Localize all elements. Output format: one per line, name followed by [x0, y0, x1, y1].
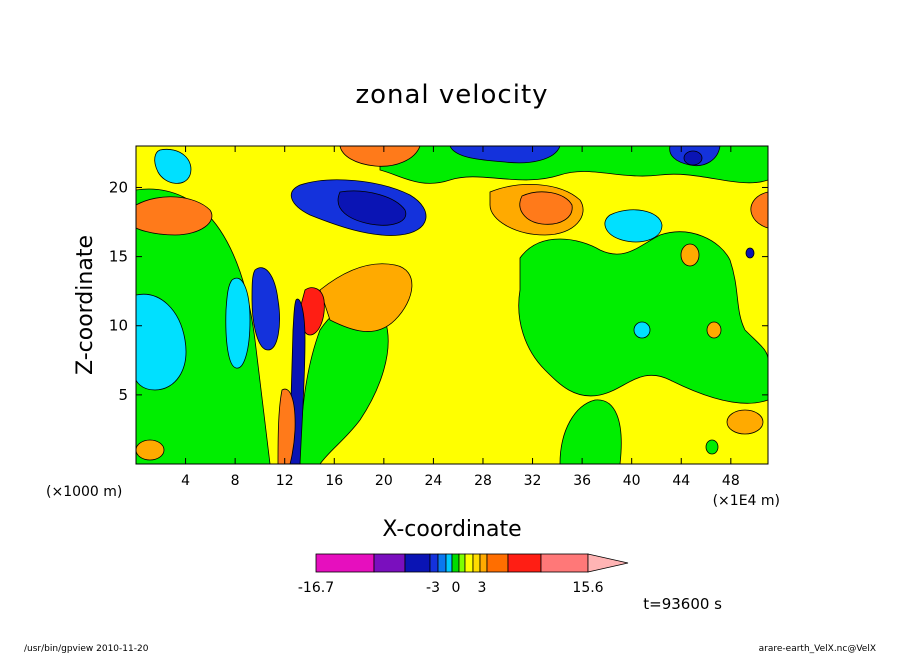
contour-region [225, 277, 251, 369]
contour-region [339, 146, 421, 167]
colorbar-segment [315, 553, 375, 573]
colorbar-label: -16.7 [298, 580, 334, 596]
contour-region [745, 247, 755, 259]
contour-region [277, 388, 296, 464]
contour-region [604, 209, 663, 243]
colorbar-segment [458, 553, 466, 573]
contour-region [680, 243, 700, 267]
contour-region [319, 263, 413, 332]
colorbar-label: 0 [452, 580, 461, 596]
x-tick-label: 16 [325, 473, 343, 489]
colorbar-segment [445, 553, 453, 573]
time-label: t=93600 s [643, 595, 722, 613]
x-tick-label: 28 [474, 473, 492, 489]
colorbar-segment [479, 553, 488, 573]
x-tick-label: 12 [276, 473, 294, 489]
y-tick-label: 15 [109, 248, 128, 266]
x-unit-left: (×1000 m) [46, 484, 122, 500]
colorbar-segment [437, 553, 447, 573]
contour-region [705, 439, 719, 455]
colorbar-segment [540, 553, 589, 573]
colorbar-segment [507, 553, 542, 573]
colorbar-segment [486, 553, 509, 573]
colorbar-extension [587, 553, 629, 573]
x-tick-label: 24 [424, 473, 442, 489]
x-tick-label: 4 [181, 473, 190, 489]
x-axis-ticks: 4 8 12 16 20 24 28 32 36 40 44 48 [181, 146, 740, 489]
colorbar-segment [429, 553, 439, 573]
colorbar-segment [464, 553, 474, 573]
x-tick-label: 32 [524, 473, 542, 489]
y-tick-label: 10 [109, 317, 128, 335]
x-tick-label: 8 [231, 473, 240, 489]
y-tick-label: 20 [109, 178, 128, 196]
colorbar-segment [404, 553, 431, 573]
plot-frame [135, 145, 769, 465]
x-tick-label: 40 [623, 473, 641, 489]
footer-right: arare-earth_VelX.nc@VelX [759, 644, 876, 654]
y-tick-label: 5 [118, 386, 128, 404]
contour-region [559, 399, 622, 464]
x-tick-label: 44 [672, 473, 690, 489]
contour-plot [136, 146, 768, 464]
footer-left: /usr/bin/gpview 2010-11-20 [24, 644, 149, 654]
contour-region [337, 190, 407, 226]
x-axis-label: X-coordinate [382, 517, 521, 542]
chart-title: zonal velocity [355, 80, 548, 110]
contour-region [519, 191, 573, 225]
contour-region [136, 293, 187, 391]
colorbar-labels: -16.7 -3 0 3 15.6 [298, 580, 604, 596]
contour-region [136, 439, 165, 461]
x-unit-right: (×1E4 m) [713, 493, 780, 509]
contour-region [518, 231, 768, 404]
colorbar-label: 15.6 [572, 580, 603, 596]
colorbar-segment [472, 553, 481, 573]
y-axis-ticks: 5 10 15 20 [109, 178, 768, 404]
colorbar-label: 3 [478, 580, 487, 596]
colorbar [315, 553, 629, 573]
colorbar-segment [451, 553, 460, 573]
contour-region [154, 148, 192, 184]
x-tick-label: 48 [722, 473, 740, 489]
y-axis-label: Z-coordinate [73, 235, 98, 375]
x-tick-label: 20 [375, 473, 393, 489]
contour-region [683, 150, 703, 166]
colorbar-segment [373, 553, 406, 573]
contour-region [136, 196, 213, 236]
colorbar-label: -3 [426, 580, 440, 596]
x-tick-label: 36 [573, 473, 591, 489]
contour-region [750, 191, 768, 229]
contour-region [251, 267, 280, 351]
contour-region [726, 409, 764, 435]
contour-region [633, 321, 651, 339]
contour-region [706, 321, 722, 339]
